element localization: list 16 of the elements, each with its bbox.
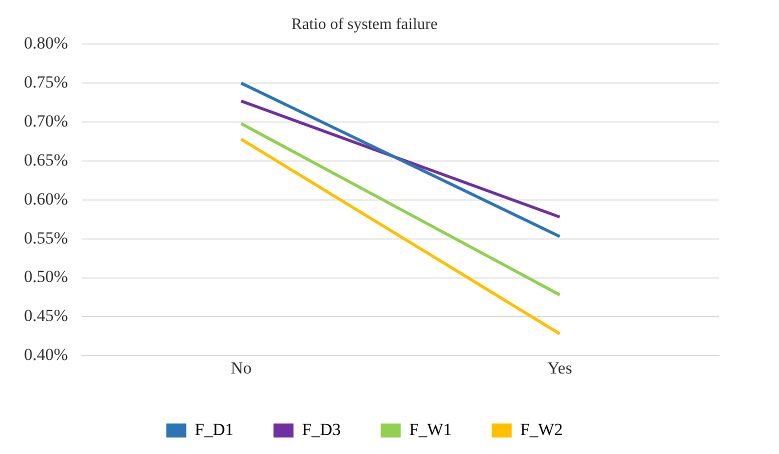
legend-label: F_W1 bbox=[409, 420, 452, 439]
chart-title: Ratio of system failure bbox=[291, 16, 438, 33]
x-tick-label: Yes bbox=[547, 358, 572, 378]
x-tick-label: No bbox=[230, 358, 252, 378]
y-tick-label: 0.45% bbox=[24, 306, 68, 326]
legend-label: F_W2 bbox=[520, 420, 563, 439]
y-tick-label: 0.55% bbox=[24, 228, 68, 248]
y-tick-label: 0.70% bbox=[24, 112, 68, 131]
y-tick-label: 0.40% bbox=[24, 345, 68, 364]
y-tick-label: 0.80% bbox=[24, 34, 68, 53]
y-tick-label: 0.60% bbox=[24, 189, 68, 208]
y-tick-label: 0.65% bbox=[24, 150, 68, 170]
legend-label: F_D1 bbox=[194, 420, 234, 439]
legend-label: F_D3 bbox=[302, 420, 341, 439]
y-tick-label: 0.50% bbox=[24, 267, 68, 286]
y-tick-label: 0.75% bbox=[24, 72, 68, 92]
